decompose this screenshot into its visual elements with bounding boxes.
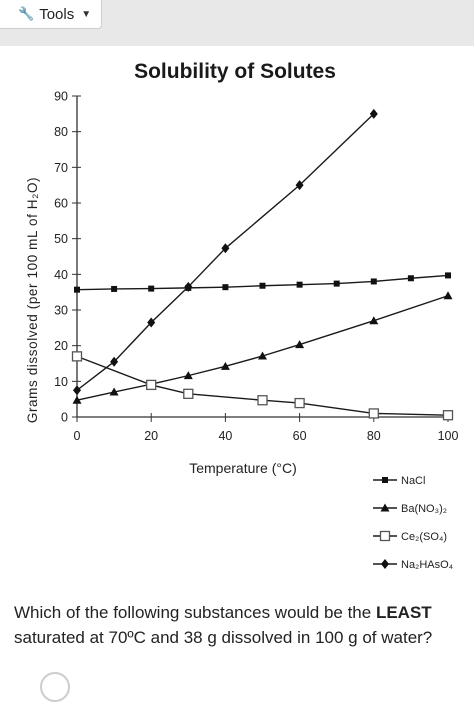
- x-axis-label: Temperature (°C): [189, 460, 297, 476]
- question-suffix: saturated at 70ºC and 38 g dissolved in …: [14, 628, 433, 647]
- data-point: [443, 291, 453, 300]
- data-point: [147, 317, 156, 328]
- data-point: [295, 180, 304, 191]
- data-point: [445, 272, 451, 279]
- data-point: [183, 388, 194, 399]
- data-point: [71, 351, 83, 362]
- y-tick-label: 10: [54, 375, 68, 389]
- y-tick-label: 60: [54, 197, 68, 211]
- chart-legend: NaCl Ba(NO₃)₂ Ce₂(SO₄) Na₂HAsO₄: [373, 475, 454, 571]
- data-point: [74, 286, 80, 293]
- wrench-icon: 🔧: [18, 6, 35, 21]
- y-tick-label: 50: [54, 232, 68, 246]
- question-text: Which of the following substances would …: [14, 600, 464, 650]
- answer-option-circle[interactable]: [40, 672, 70, 702]
- y-tick-label: 90: [54, 90, 68, 104]
- data-point: [369, 316, 379, 325]
- caret-down-icon: ▼: [81, 8, 92, 20]
- data-point: [295, 340, 305, 349]
- data-point: [294, 397, 305, 409]
- legend-label: Ba(NO₃)₂: [401, 503, 447, 515]
- chart-title: Solubility of Solutes: [134, 60, 336, 83]
- y-tick-label: 0: [61, 411, 68, 425]
- legend-label: Ce₂(SO₄): [401, 531, 447, 543]
- data-point: [148, 285, 155, 292]
- solubility-chart: Solubility of Solutes Grams dissolved (p…: [25, 60, 459, 571]
- data-point: [368, 408, 379, 419]
- data-point: [220, 361, 230, 370]
- data-point: [333, 280, 340, 287]
- series-line-2: [76, 355, 449, 416]
- data-point: [183, 371, 193, 380]
- x-tick-label: 20: [144, 429, 158, 443]
- x-tick-label: 60: [293, 429, 307, 443]
- data-point: [184, 281, 193, 292]
- y-tick-label: 40: [54, 268, 68, 282]
- legend-marker: [382, 477, 388, 483]
- tools-label: Tools: [39, 5, 75, 23]
- data-point: [369, 108, 378, 119]
- legend-label: NaCl: [401, 475, 425, 487]
- x-tick-label: 40: [218, 429, 232, 443]
- tools-menu-button[interactable]: 🔧 Tools ▼: [0, 0, 103, 29]
- data-point: [370, 278, 377, 285]
- data-point: [407, 275, 414, 282]
- data-point: [146, 379, 157, 391]
- data-point: [257, 395, 268, 406]
- legend-marker: [379, 530, 391, 542]
- data-point: [73, 385, 81, 396]
- data-point: [72, 395, 82, 404]
- data-point: [259, 282, 266, 289]
- data-point: [111, 285, 118, 292]
- data-point: [110, 356, 119, 367]
- legend-marker: [380, 503, 390, 512]
- data-point: [442, 410, 454, 421]
- y-axis-label: Grams dissolved (per 100 mL of H₂O): [25, 177, 40, 423]
- data-point: [109, 387, 119, 396]
- x-tick-label: 100: [438, 429, 459, 443]
- y-tick-label: 80: [54, 125, 68, 139]
- x-tick-label: 80: [367, 429, 381, 443]
- legend-marker: [381, 559, 389, 569]
- toolbar: 🔧 Tools ▼: [0, 0, 474, 46]
- y-tick-label: 30: [54, 304, 68, 318]
- data-point: [222, 284, 229, 291]
- y-tick-label: 70: [54, 161, 68, 175]
- data-point: [296, 281, 303, 288]
- y-tick-label: 20: [54, 339, 68, 353]
- question-emphasis: LEAST: [375, 603, 432, 622]
- data-point: [221, 243, 230, 254]
- x-tick-label: 0: [74, 429, 81, 443]
- legend-label: Na₂HAsO₄: [401, 559, 454, 571]
- series-line-1: [76, 295, 449, 401]
- question-prefix: Which of the following substances would …: [14, 603, 376, 622]
- data-point: [258, 351, 267, 360]
